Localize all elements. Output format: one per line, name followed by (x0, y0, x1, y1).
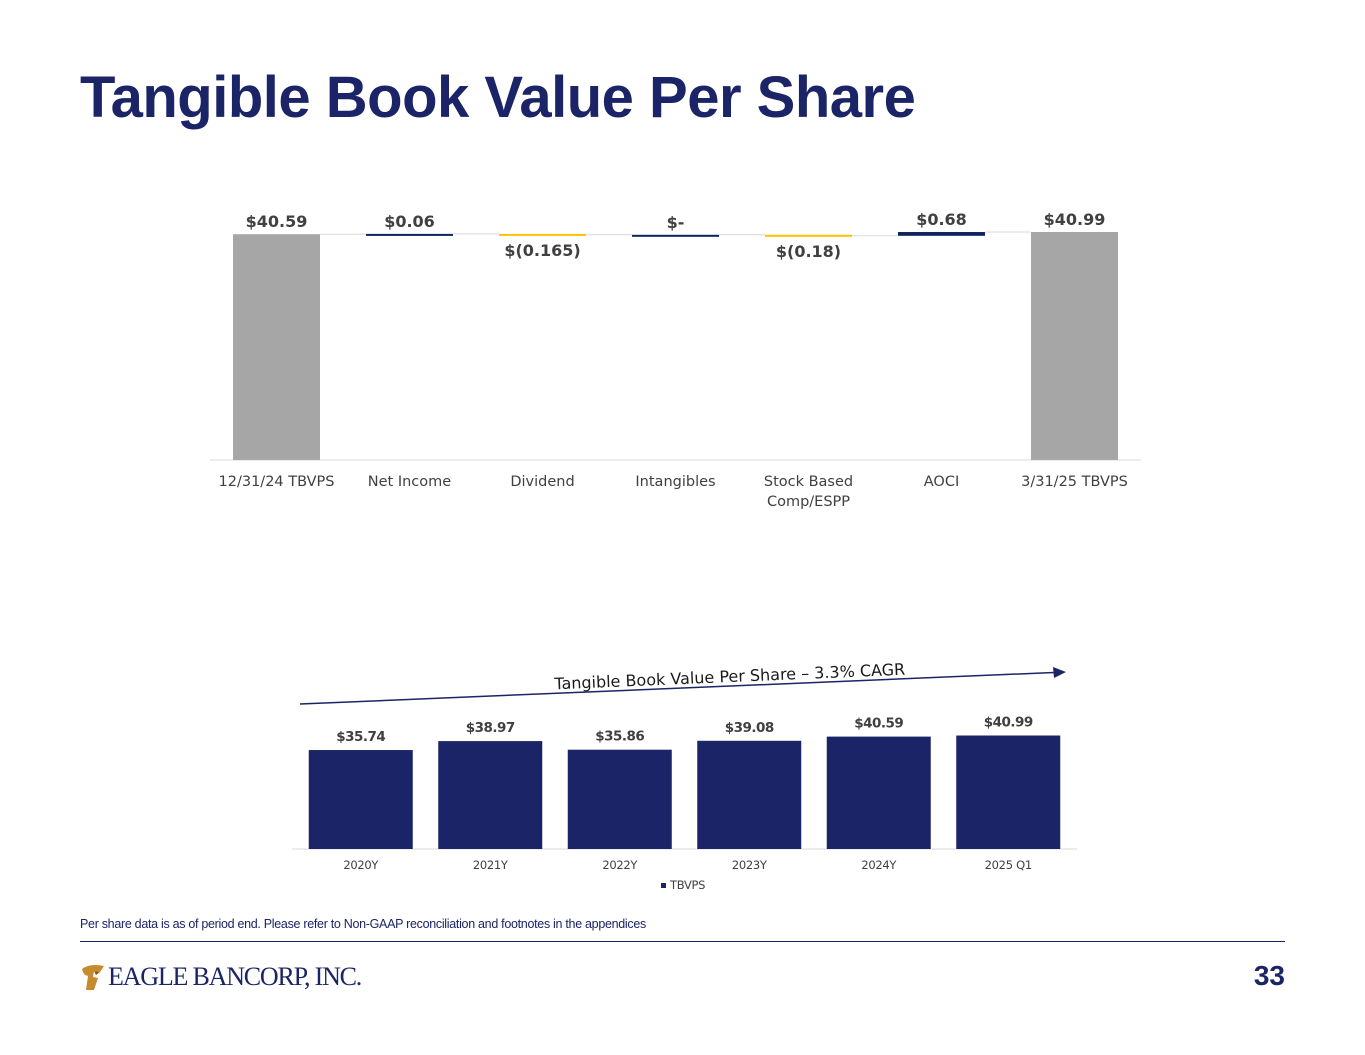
tbvps-category-label: 2023Y (732, 858, 768, 872)
tbvps-value-label: $35.86 (595, 729, 644, 745)
eagle-head-icon (82, 965, 104, 990)
waterfall-category-label: 12/31/24 TBVPS (219, 474, 335, 490)
tbvps-bar-2 (567, 749, 672, 849)
waterfall-bar-1 (366, 233, 453, 236)
waterfall-bar-0 (233, 234, 320, 460)
page-title: Tangible Book Value Per Share (80, 65, 916, 130)
tbvps-category-label: 2020Y (343, 858, 379, 872)
tbvps-category-label: 2024Y (861, 858, 897, 872)
cagr-arrow-line (299, 671, 1055, 705)
tbvps-value-label: $40.99 (984, 715, 1033, 731)
page-number: 33 (1253, 960, 1285, 991)
tbvps-history-chart: Tangible Book Value Per Share – 3.3% CAG… (292, 660, 1077, 892)
waterfall-category-label: Intangibles (635, 474, 715, 490)
waterfall-category-label: Dividend (510, 474, 574, 490)
tbvps-value-label: $39.08 (725, 720, 774, 736)
tbvps-bar-0 (308, 750, 413, 849)
waterfall-value-label: $0.68 (916, 210, 967, 229)
logo-wordmark: EAGLE BANCORP, INC. (108, 962, 362, 991)
footnote: Per share data is as of period end. Plea… (80, 917, 646, 931)
tbvps-bar-4 (826, 736, 931, 849)
company-logo: EAGLE BANCORP, INC. (80, 962, 362, 992)
tbvps-waterfall-chart: $40.59 12/31/24 TBVPS $0.06 Net Income $(0.1… (210, 210, 1141, 510)
waterfall-bar-4 (765, 234, 852, 237)
waterfall-category-line: Comp/ESPP (767, 494, 850, 510)
waterfall-value-label: $40.59 (246, 212, 308, 231)
tbvps-category-label: 2022Y (602, 858, 638, 872)
waterfall-value-label: $- (667, 213, 685, 232)
tbvps-bar-3 (697, 740, 802, 849)
cagr-arrow-head-icon (1053, 667, 1066, 678)
tbvps-bar-5 (956, 735, 1061, 849)
waterfall-category-label: Stock Based Comp/ESPP (764, 474, 853, 510)
tbvps-category-label: 2021Y (473, 858, 509, 872)
waterfall-bar-5 (898, 232, 985, 236)
waterfall-category-label: Net Income (368, 474, 451, 490)
waterfall-category-label: AOCI (924, 474, 959, 490)
waterfall-bar-2 (499, 233, 586, 236)
tbvps-category-label: 2025 Q1 (985, 858, 1032, 872)
tbvps-value-label: $38.97 (466, 720, 515, 736)
tbvps-legend-swatch (661, 883, 666, 888)
tbvps-bar-1 (438, 741, 543, 849)
tbvps-value-label: $40.59 (854, 716, 903, 732)
waterfall-category-label: 3/31/25 TBVPS (1021, 474, 1128, 490)
waterfall-category-line: Stock Based (764, 474, 853, 490)
tbvps-legend-label: TBVPS (669, 878, 705, 892)
waterfall-value-label: $40.99 (1044, 210, 1106, 229)
waterfall-value-label: $(0.18) (776, 242, 841, 261)
cagr-annotation: Tangible Book Value Per Share – 3.3% CAG… (553, 660, 906, 694)
waterfall-value-label: $0.06 (384, 212, 435, 231)
footer-divider (80, 941, 1285, 942)
waterfall-bar-3 (632, 234, 719, 237)
tbvps-value-label: $35.74 (336, 729, 385, 745)
waterfall-bar-6 (1031, 232, 1118, 460)
waterfall-value-label: $(0.165) (504, 241, 580, 260)
